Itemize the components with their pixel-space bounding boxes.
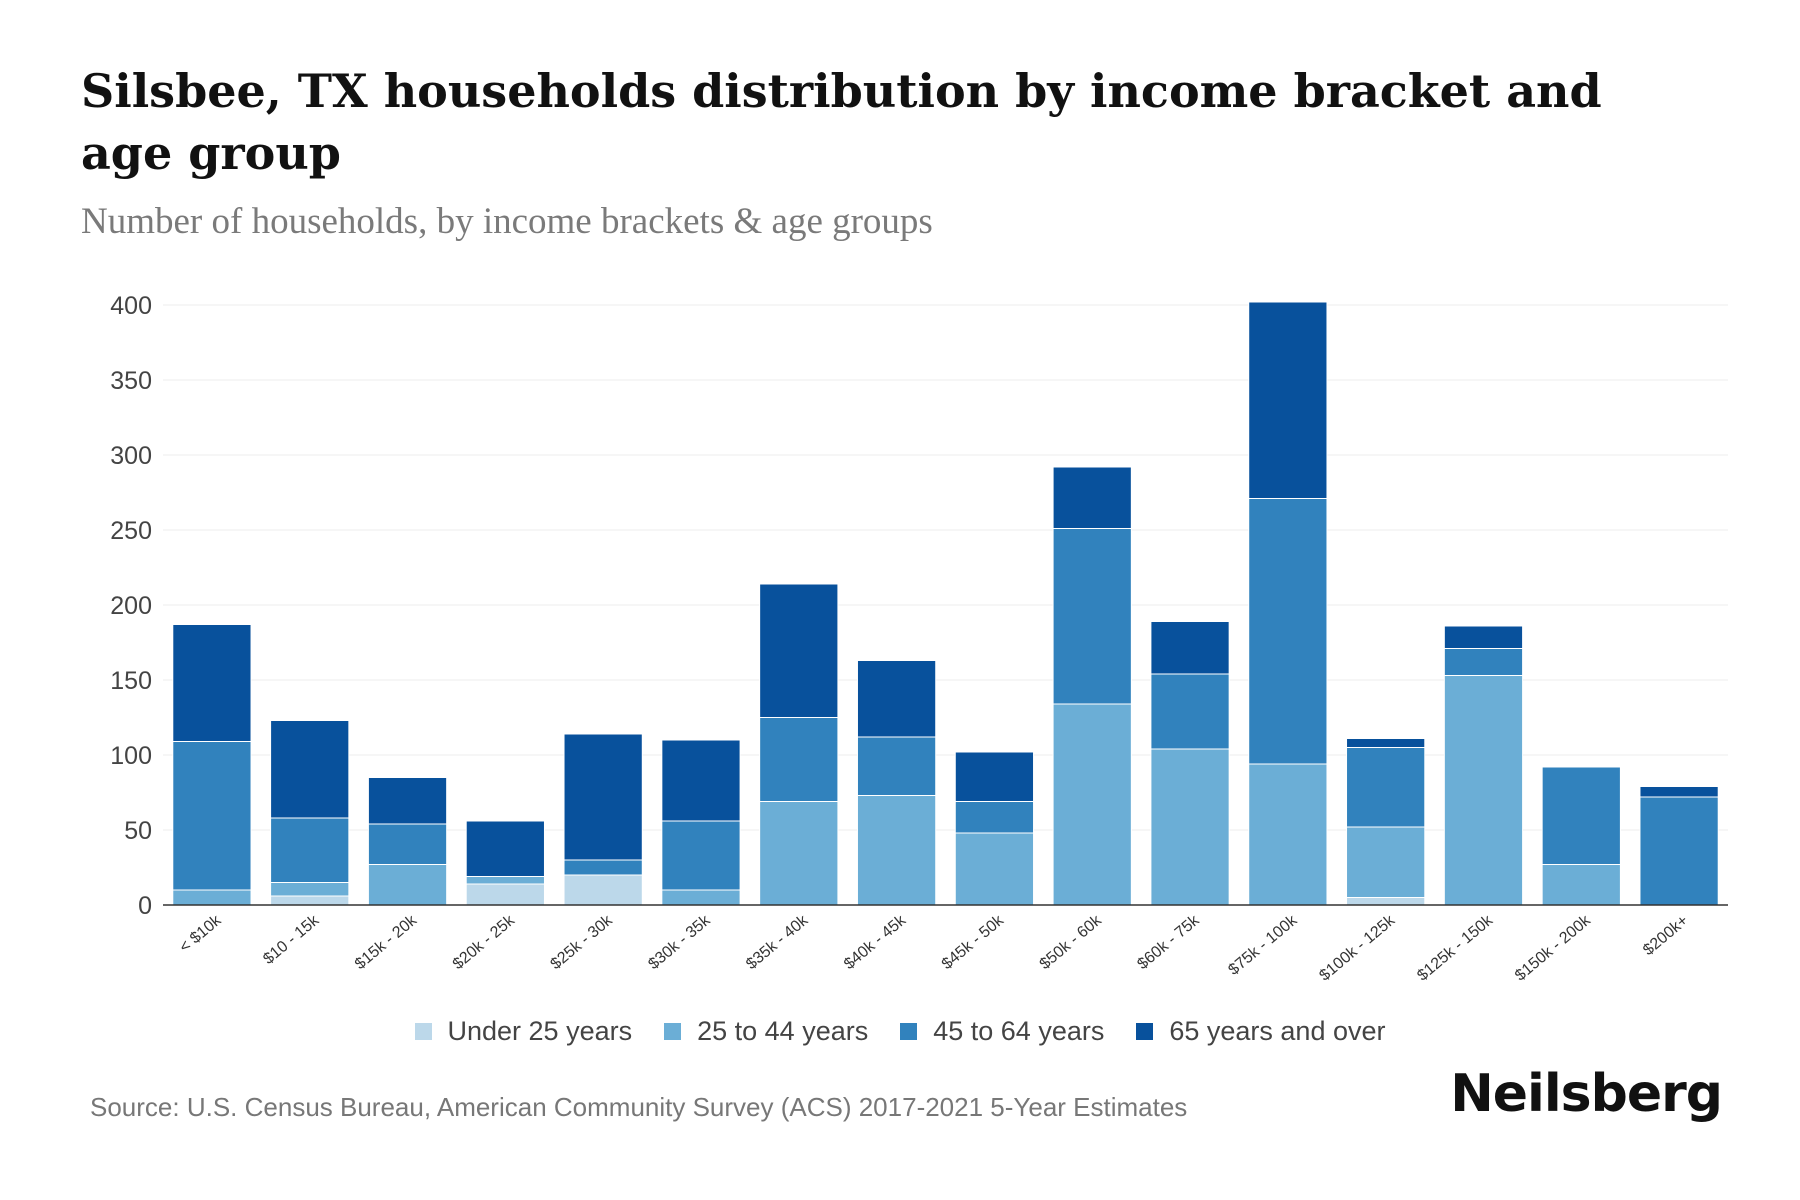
bar-segment <box>954 801 1035 834</box>
legend: Under 25 years 25 to 44 years 45 to 64 yea… <box>0 1016 1800 1047</box>
bar-segment <box>1052 528 1132 705</box>
bars <box>172 301 1719 906</box>
y-tick-label: 200 <box>110 592 152 620</box>
bar-segment <box>563 874 643 906</box>
source-note: Source: U.S. Census Bureau, American Com… <box>90 1092 1188 1122</box>
x-tick-label: $10 - 15k <box>260 911 323 968</box>
bar-segment <box>661 739 741 822</box>
bar-segment <box>661 820 741 891</box>
legend-item: 25 to 44 years <box>664 1016 868 1047</box>
bar-segment <box>1150 621 1230 675</box>
x-tick-label: $125k - 150k <box>1414 911 1497 984</box>
bar-segment <box>1150 673 1230 750</box>
x-tick-label: $45k - 50k <box>939 911 1008 973</box>
x-tick-label: $30k - 35k <box>645 911 714 973</box>
bar-segment <box>954 751 1035 802</box>
y-tick-label: 300 <box>110 442 152 470</box>
bar-segment <box>1150 748 1230 906</box>
stacked-bar-chart: 0 50 100 150 200 250 300 350 400 < $10k $10 - 15k… <box>110 292 1728 985</box>
bar-segment <box>172 624 252 742</box>
legend-swatch <box>414 1023 432 1040</box>
bar-segment <box>1346 826 1426 898</box>
bar-segment <box>1346 738 1426 748</box>
bar-segment <box>270 895 350 906</box>
bar-segment <box>270 817 350 883</box>
x-tick-label: $150k - 200k <box>1512 911 1595 984</box>
legend-swatch <box>900 1023 918 1040</box>
bar-segment <box>759 717 839 802</box>
legend-item: 45 to 64 years <box>900 1016 1104 1047</box>
bar-segment <box>1443 625 1524 649</box>
bar-segment <box>1052 466 1132 529</box>
y-tick-label: 50 <box>124 817 152 845</box>
legend-label: 45 to 64 years <box>933 1016 1105 1046</box>
bar-segment <box>1248 763 1328 906</box>
bar-segment <box>465 876 545 885</box>
bar-segment <box>465 820 545 877</box>
bar-segment <box>367 864 448 906</box>
bar-segment <box>759 801 839 906</box>
legend-label: 65 years and over <box>1169 1016 1386 1046</box>
bar-segment <box>1639 786 1719 798</box>
bar-segment <box>856 795 937 906</box>
bar-segment <box>1346 897 1426 906</box>
bar-segment <box>1443 648 1524 676</box>
y-tick-label: 150 <box>110 667 152 695</box>
bar-segment <box>367 823 448 865</box>
bar-segment <box>465 883 545 906</box>
bar-segment <box>1541 864 1621 906</box>
x-tick-label: $100k - 125k <box>1316 911 1399 984</box>
x-tick-label: $200k+ <box>1640 912 1691 959</box>
bar-segment <box>856 736 937 796</box>
bar-segment <box>1541 766 1621 865</box>
bar-segment <box>1052 703 1132 906</box>
chart-subtitle: Number of households, by income brackets… <box>81 201 933 242</box>
bar-segment <box>563 859 643 876</box>
bar-segment <box>270 720 350 819</box>
bar-segment <box>661 889 741 906</box>
y-tick-label: 0 <box>138 892 152 920</box>
legend-swatch <box>1136 1023 1154 1040</box>
y-tick-label: 350 <box>110 367 152 395</box>
y-tick-label: 100 <box>110 742 152 770</box>
bar-segment <box>1248 301 1328 499</box>
bar-segment <box>759 583 839 718</box>
bar-segment <box>1443 675 1524 906</box>
legend-item: 65 years and over <box>1136 1016 1386 1047</box>
legend-swatch <box>664 1023 682 1040</box>
legend-item: Under 25 years <box>414 1016 633 1047</box>
bar-segment <box>367 777 448 825</box>
bar-segment <box>1639 796 1719 906</box>
bar-segment <box>172 889 252 906</box>
x-tick-label: $40k - 45k <box>841 911 910 973</box>
x-axis-ticks: < $10k $10 - 15k $15k - 20k $20k - 25k $25k … <box>176 911 1691 984</box>
bar-segment <box>1248 498 1328 765</box>
x-tick-label: $60k - 75k <box>1134 911 1203 973</box>
brand-logo: Neilsberg <box>1450 1064 1723 1124</box>
bar-segment <box>270 882 350 897</box>
chart-title: Silsbee, TX households distribution by i… <box>81 64 1602 180</box>
x-tick-label: $20k - 25k <box>450 911 519 973</box>
legend-label: Under 25 years <box>447 1016 633 1046</box>
x-tick-label: $15k - 20k <box>352 911 421 973</box>
x-tick-label: $75k - 100k <box>1225 911 1301 978</box>
x-tick-label: $50k - 60k <box>1037 911 1106 973</box>
y-axis-ticks: 0 50 100 150 200 250 300 350 400 <box>110 292 152 920</box>
bar-segment <box>954 832 1035 906</box>
x-tick-label: $25k - 30k <box>548 911 617 973</box>
bar-segment <box>563 733 643 861</box>
y-tick-label: 250 <box>110 517 152 545</box>
bar-segment <box>856 660 937 738</box>
legend-label: 25 to 44 years <box>697 1016 869 1046</box>
bar-segment <box>1346 747 1426 828</box>
y-tick-label: 400 <box>110 292 152 320</box>
x-tick-label: $35k - 40k <box>743 911 812 973</box>
x-tick-label: < $10k <box>176 911 225 956</box>
bar-segment <box>172 741 252 891</box>
